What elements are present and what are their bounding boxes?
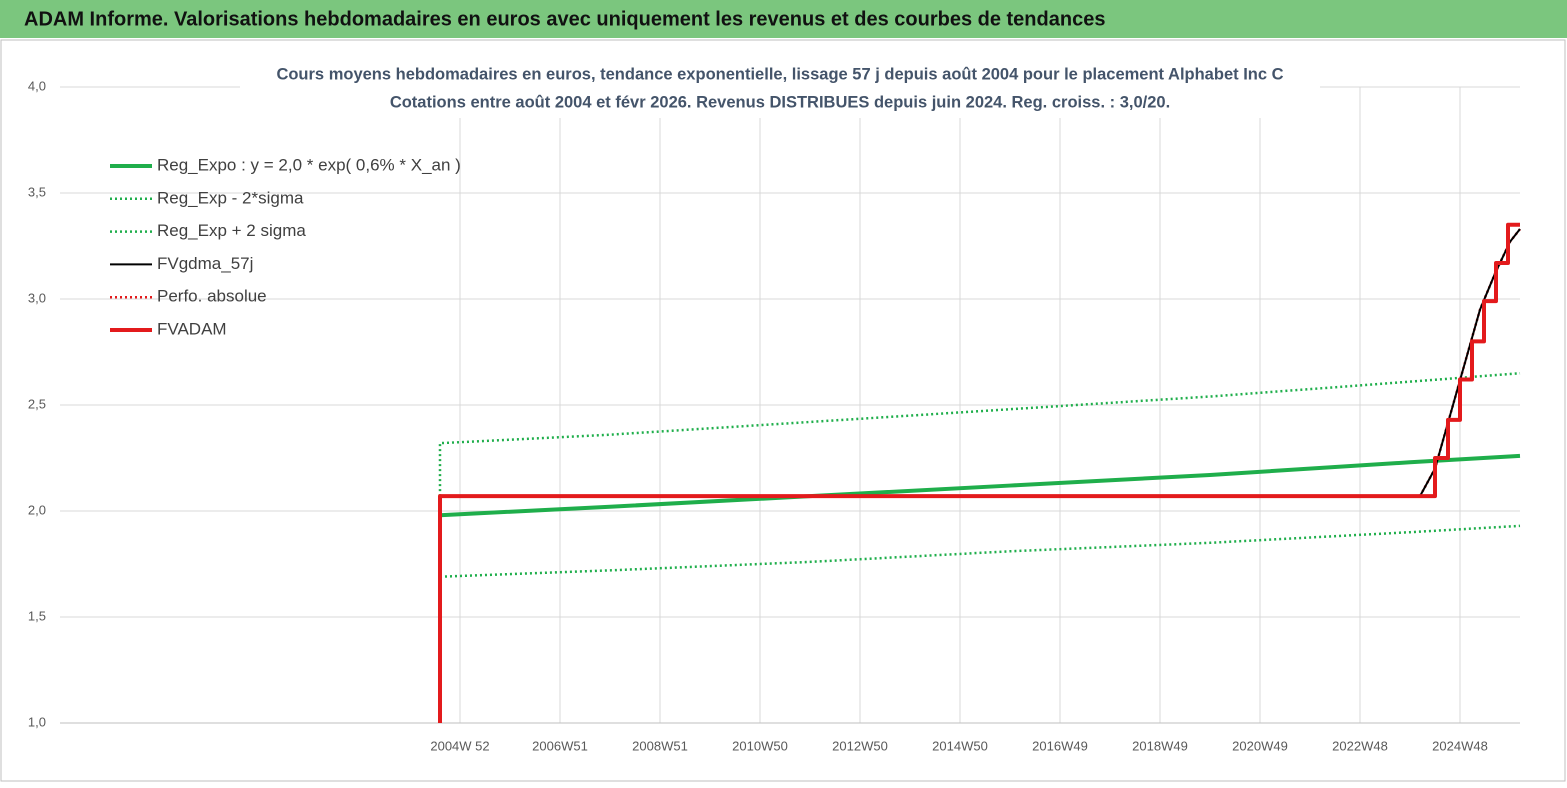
x-tick-label: 2004W 52 bbox=[430, 738, 489, 753]
y-tick-label: 4,0 bbox=[28, 78, 46, 93]
x-tick-label: 2010W50 bbox=[732, 738, 788, 753]
y-tick-label: 3,0 bbox=[28, 290, 46, 305]
x-tick-label: 2014W50 bbox=[932, 738, 988, 753]
chart-subtitle: Cotations entre août 2004 et févr 2026. … bbox=[390, 93, 1170, 111]
plot: 1,0 1,5 2,0 2,5 3,0 3,5 4,0 2004W 52 2006W51 2008… bbox=[28, 78, 1521, 753]
legend-label: Reg_Exp - 2*sigma bbox=[157, 188, 304, 207]
chart-title: Cours moyens hebdomadaires en euros, ten… bbox=[276, 65, 1283, 83]
x-tick-label: 2006W51 bbox=[532, 738, 588, 753]
legend-label: FVADAM bbox=[157, 319, 227, 338]
legend-label: FVgdma_57j bbox=[157, 254, 253, 273]
x-tick-label: 2024W48 bbox=[1432, 738, 1488, 753]
chart-border bbox=[0, 39, 1566, 782]
series-line bbox=[440, 228, 1521, 498]
x-tick-label: 2022W48 bbox=[1332, 738, 1388, 753]
series-line bbox=[438, 371, 1521, 497]
y-tick-label: 2,0 bbox=[28, 502, 46, 517]
title-backdrop bbox=[240, 62, 1320, 118]
header-title: ADAM Informe. Valorisations hebdomadaire… bbox=[24, 8, 1105, 30]
x-tick-label: 2008W51 bbox=[632, 738, 688, 753]
x-tick-label: 2020W49 bbox=[1232, 738, 1288, 753]
series-line bbox=[438, 222, 1520, 723]
y-tick-label: 1,0 bbox=[28, 714, 46, 729]
legend-label: Perfo. absolue bbox=[157, 287, 267, 306]
y-tick-label: 2,5 bbox=[28, 396, 46, 411]
series-line bbox=[439, 524, 1521, 578]
y-tick-label: 1,5 bbox=[28, 608, 46, 623]
header-bar bbox=[0, 0, 1567, 38]
x-tick-label: 2018W49 bbox=[1132, 738, 1188, 753]
x-tick-label: 2016W49 bbox=[1032, 738, 1088, 753]
series-line bbox=[439, 453, 1521, 518]
x-tick-label: 2012W50 bbox=[832, 738, 888, 753]
legend: Reg_Expo : y = 2,0 * exp( 0,6% * X_an ) R… bbox=[110, 155, 461, 338]
legend-label: Reg_Exp + 2 sigma bbox=[157, 221, 306, 240]
series-line bbox=[440, 228, 1521, 498]
legend-label: Reg_Expo : y = 2,0 * exp( 0,6% * X_an ) bbox=[157, 155, 461, 174]
y-tick-label: 3,5 bbox=[28, 184, 46, 199]
